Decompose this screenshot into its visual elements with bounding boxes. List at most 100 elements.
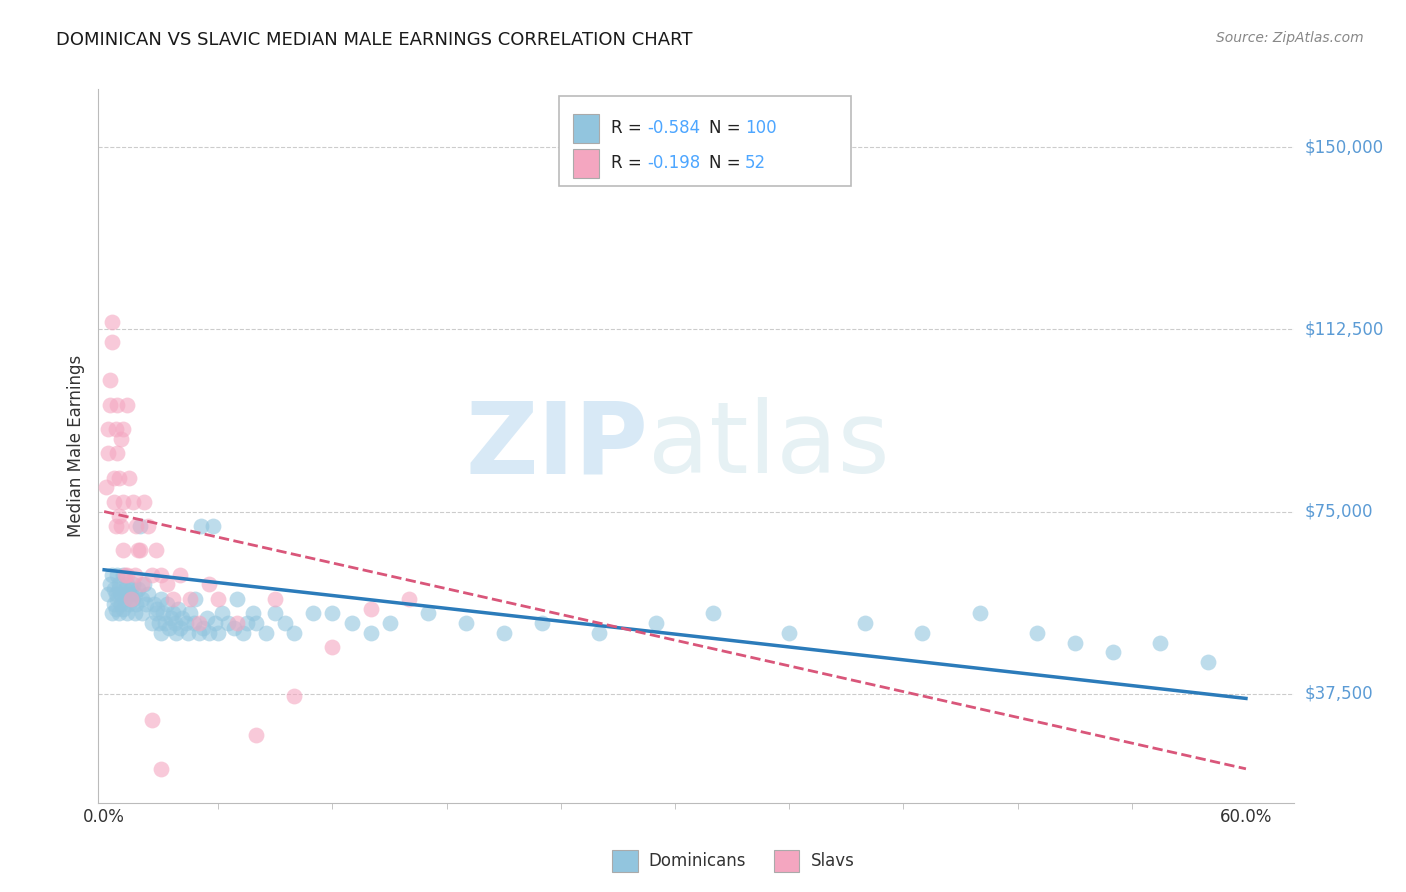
Point xyxy=(167,601,190,615)
Point xyxy=(321,607,343,621)
Point xyxy=(103,597,125,611)
Point xyxy=(112,543,135,558)
Point xyxy=(1025,626,1047,640)
Point xyxy=(114,582,136,597)
Point xyxy=(159,611,181,625)
Point xyxy=(778,626,800,640)
Text: R =: R = xyxy=(612,120,647,137)
Point xyxy=(254,626,277,640)
Point xyxy=(108,509,131,524)
Point xyxy=(115,577,138,591)
Point xyxy=(360,626,382,640)
Point xyxy=(124,587,146,601)
Point xyxy=(112,422,135,436)
Text: $37,500: $37,500 xyxy=(1305,684,1374,703)
Point xyxy=(129,519,152,533)
Point xyxy=(188,626,211,640)
Point xyxy=(125,597,148,611)
Point xyxy=(226,591,249,606)
Text: -0.584: -0.584 xyxy=(647,120,700,137)
Point xyxy=(169,621,191,635)
Point xyxy=(118,470,141,484)
Point xyxy=(100,315,122,329)
Point xyxy=(131,591,153,606)
Point xyxy=(124,607,146,621)
Point xyxy=(162,591,184,606)
Point xyxy=(588,626,610,640)
Point xyxy=(145,543,167,558)
Point xyxy=(179,591,201,606)
Point xyxy=(132,577,155,591)
Text: ZIP: ZIP xyxy=(465,398,648,494)
Point xyxy=(136,519,159,533)
Point xyxy=(172,611,194,625)
Point xyxy=(103,582,125,597)
Point xyxy=(184,591,207,606)
Point xyxy=(104,519,127,533)
Text: 100: 100 xyxy=(745,120,776,137)
Point xyxy=(207,591,229,606)
Point xyxy=(98,398,121,412)
Point xyxy=(110,432,132,446)
Point xyxy=(118,597,141,611)
Point xyxy=(1197,655,1219,669)
Point xyxy=(115,567,138,582)
Point xyxy=(264,607,287,621)
Point xyxy=(969,607,991,621)
Point xyxy=(136,587,159,601)
Y-axis label: Median Male Earnings: Median Male Earnings xyxy=(66,355,84,537)
Point xyxy=(195,611,218,625)
Point xyxy=(236,616,259,631)
Point xyxy=(135,597,157,611)
Point xyxy=(104,601,127,615)
Point xyxy=(179,607,201,621)
Point xyxy=(148,616,170,631)
Point xyxy=(174,616,197,631)
FancyBboxPatch shape xyxy=(572,114,599,143)
Point xyxy=(115,398,138,412)
Point xyxy=(156,577,179,591)
Point xyxy=(211,607,233,621)
Point xyxy=(702,607,724,621)
Point xyxy=(97,587,120,601)
Point xyxy=(141,713,163,727)
Point xyxy=(98,374,121,388)
Point xyxy=(118,587,141,601)
Point xyxy=(98,577,121,591)
Point xyxy=(120,582,142,597)
Text: atlas: atlas xyxy=(648,398,890,494)
Point xyxy=(162,607,184,621)
Point xyxy=(107,446,129,460)
Point xyxy=(131,577,153,591)
Text: $112,500: $112,500 xyxy=(1305,320,1384,338)
Point xyxy=(141,616,163,631)
Point xyxy=(198,577,221,591)
Point xyxy=(97,422,120,436)
Point xyxy=(114,567,136,582)
Point xyxy=(321,640,343,655)
Text: Dominicans: Dominicans xyxy=(650,852,747,870)
Point xyxy=(492,626,515,640)
Point xyxy=(157,621,180,635)
Point xyxy=(97,446,120,460)
Text: R =: R = xyxy=(612,154,652,172)
Point xyxy=(115,607,138,621)
Text: N =: N = xyxy=(709,154,751,172)
Point xyxy=(153,616,176,631)
Point xyxy=(156,597,179,611)
Point xyxy=(150,626,173,640)
Point xyxy=(152,607,174,621)
Point xyxy=(201,519,224,533)
Point xyxy=(188,616,211,631)
Point xyxy=(530,616,553,631)
Point xyxy=(108,577,131,591)
Point xyxy=(169,567,191,582)
Point xyxy=(222,621,245,635)
Point xyxy=(1149,635,1171,649)
Text: DOMINICAN VS SLAVIC MEDIAN MALE EARNINGS CORRELATION CHART: DOMINICAN VS SLAVIC MEDIAN MALE EARNINGS… xyxy=(56,31,693,49)
Point xyxy=(177,626,200,640)
Point xyxy=(127,582,149,597)
Point xyxy=(283,626,305,640)
Point xyxy=(165,626,187,640)
Point xyxy=(191,621,214,635)
